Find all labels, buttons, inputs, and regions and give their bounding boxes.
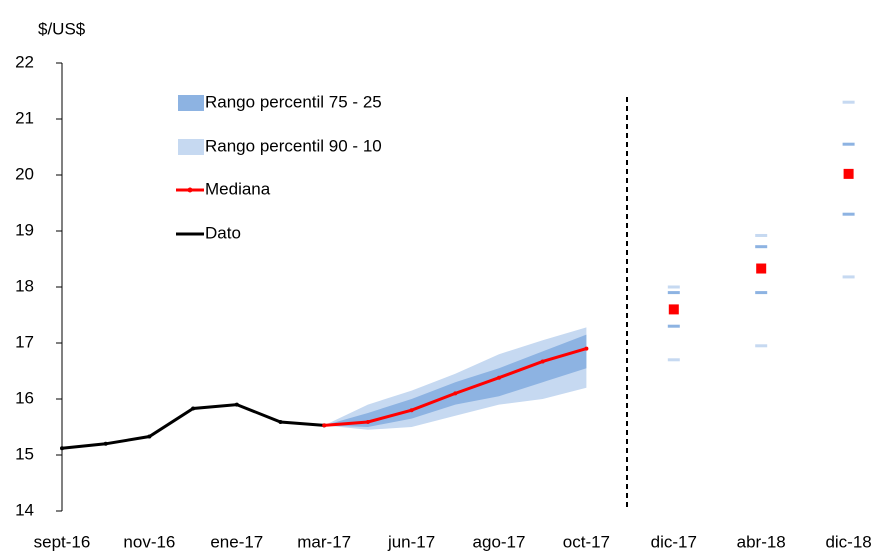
- legend-label: Dato: [205, 223, 241, 242]
- series-point: [147, 434, 152, 439]
- median-marker: [843, 168, 854, 179]
- series-point: [191, 406, 196, 411]
- series-point: [540, 359, 545, 364]
- y-tick-label: 15: [15, 444, 34, 463]
- y-tick-label: 19: [15, 220, 34, 239]
- legend-item: Mediana: [176, 179, 271, 198]
- x-tick-label: nov-16: [123, 532, 175, 551]
- series-point: [365, 419, 370, 424]
- y-tick-label: 14: [15, 500, 34, 519]
- median-marker: [756, 263, 767, 274]
- legend-swatch: [178, 95, 204, 111]
- series-point: [409, 408, 414, 413]
- band-area: [324, 334, 587, 427]
- y-axis-label: $/US$: [38, 19, 86, 38]
- x-tick-label: jun-17: [387, 532, 435, 551]
- x-tick-label: ene-17: [210, 532, 263, 551]
- legend-swatch: [178, 139, 204, 155]
- series-point: [322, 423, 327, 428]
- legend-label: Rango percentil 75 - 25: [205, 92, 382, 111]
- series-point: [278, 419, 283, 424]
- legend-item: Rango percentil 75 - 25: [178, 92, 382, 111]
- series-line: [61, 403, 325, 450]
- series-point: [103, 441, 108, 446]
- y-tick-label: 21: [15, 108, 34, 127]
- legend-label: Mediana: [205, 179, 271, 198]
- x-tick-label: sept-16: [34, 532, 91, 551]
- median-marker: [668, 304, 679, 315]
- x-tick-label: dic-17: [651, 532, 697, 551]
- x-tick-label: ago-17: [473, 532, 526, 551]
- x-tick-label: oct-17: [563, 532, 610, 551]
- legend-swatch-point: [187, 187, 193, 193]
- x-tick-label: dic-18: [825, 532, 871, 551]
- legend-label: Rango percentil 90 - 10: [205, 136, 382, 155]
- series-point: [497, 375, 501, 380]
- x-tick-label: mar-17: [297, 532, 351, 551]
- y-tick-label: 16: [15, 388, 34, 407]
- legend-item: Dato: [176, 223, 241, 242]
- y-tick-label: 22: [15, 52, 34, 71]
- y-tick-label: 17: [15, 332, 34, 351]
- series-point: [60, 446, 64, 451]
- series-point: [453, 391, 458, 396]
- band-area: [324, 327, 587, 430]
- series-point: [584, 346, 589, 351]
- y-tick-label: 18: [15, 276, 34, 295]
- y-tick-label: 20: [15, 164, 34, 183]
- series-point: [234, 402, 239, 407]
- x-tick-label: abr-18: [737, 532, 786, 551]
- legend-item: Rango percentil 90 - 10: [178, 136, 382, 155]
